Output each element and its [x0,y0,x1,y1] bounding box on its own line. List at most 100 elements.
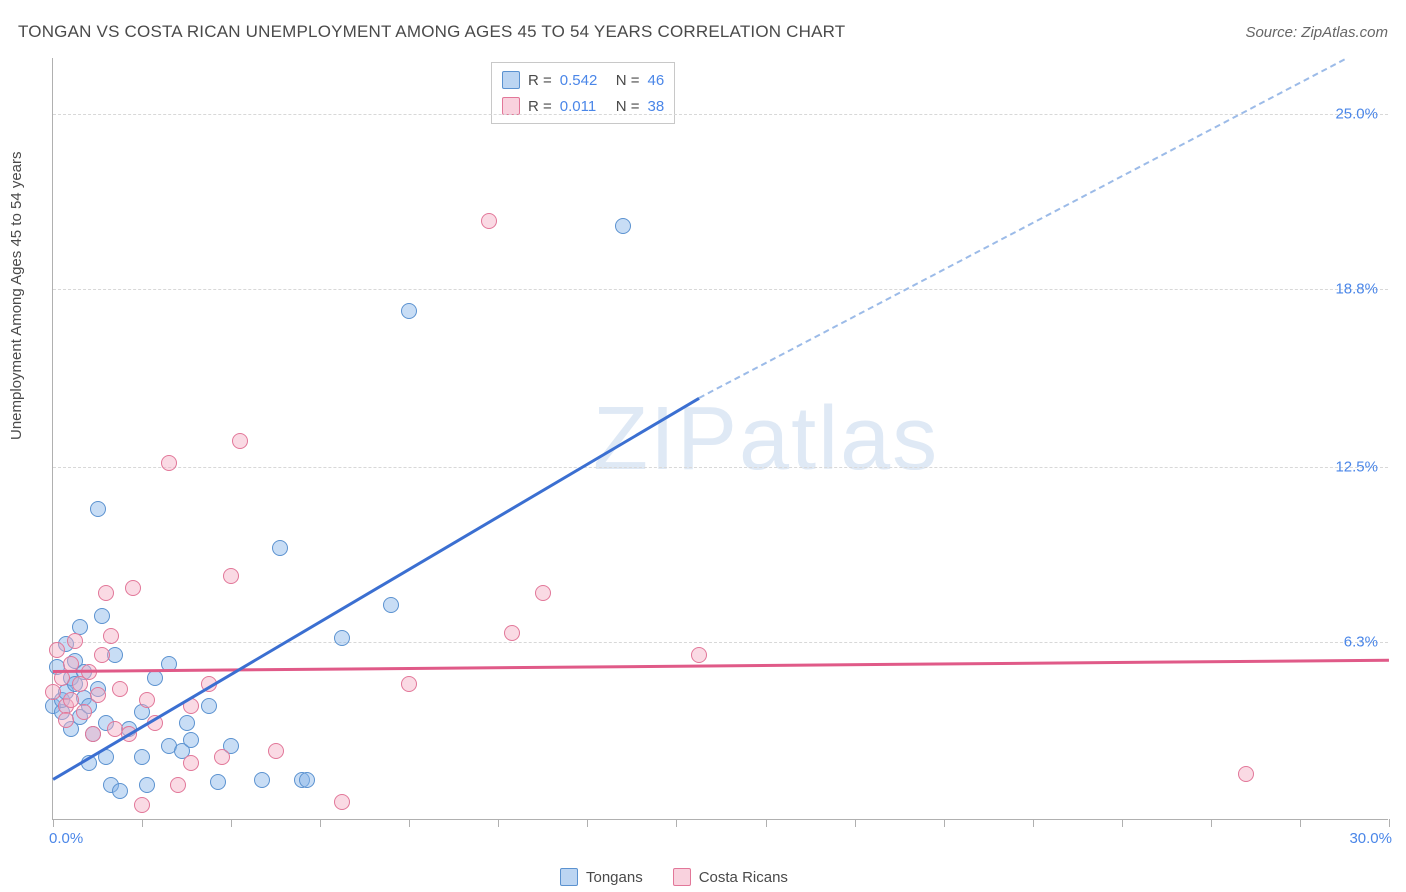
x-tick [944,819,945,827]
scatter-point-costa_ricans [481,213,497,229]
scatter-point-tongans [254,772,270,788]
x-tick [1211,819,1212,827]
scatter-point-tongans [90,501,106,517]
scatter-point-tongans [201,698,217,714]
scatter-point-costa_ricans [334,794,350,810]
r-value-tongans: 0.542 [560,72,608,89]
scatter-point-tongans [615,218,631,234]
scatter-point-tongans [112,783,128,799]
scatter-point-costa_ricans [401,676,417,692]
scatter-point-costa_ricans [125,580,141,596]
n-value-costa-ricans: 38 [648,98,665,115]
legend-item-costa-ricans: Costa Ricans [673,868,788,886]
x-tick [1300,819,1301,827]
gridline-h [53,467,1388,468]
x-tick [1389,819,1390,827]
series-legend: Tongans Costa Ricans [560,868,788,886]
scatter-point-costa_ricans [81,664,97,680]
n-label: N = [616,72,640,89]
n-value-tongans: 46 [648,72,665,89]
scatter-point-tongans [272,540,288,556]
swatch-pink [502,97,520,115]
swatch-pink [673,868,691,886]
x-tick [766,819,767,827]
scatter-point-costa_ricans [49,642,65,658]
scatter-point-costa_ricans [232,433,248,449]
scatter-point-costa_ricans [139,692,155,708]
scatter-point-costa_ricans [45,684,61,700]
r-value-costa-ricans: 0.011 [560,98,608,115]
scatter-point-tongans [210,774,226,790]
scatter-point-costa_ricans [90,687,106,703]
scatter-point-costa_ricans [85,726,101,742]
scatter-point-costa_ricans [504,625,520,641]
scatter-point-tongans [179,715,195,731]
scatter-point-costa_ricans [214,749,230,765]
x-axis-max-label: 30.0% [1349,830,1392,847]
trendline-tongans-extension [698,58,1345,398]
scatter-point-costa_ricans [94,647,110,663]
scatter-point-costa_ricans [134,797,150,813]
x-tick [676,819,677,827]
watermark: ZIPatlas [593,388,939,491]
y-axis-label: Unemployment Among Ages 45 to 54 years [8,151,25,440]
scatter-point-tongans [147,670,163,686]
scatter-point-costa_ricans [183,755,199,771]
legend-item-tongans: Tongans [560,868,643,886]
scatter-point-costa_ricans [170,777,186,793]
y-tick-label: 6.3% [1344,634,1378,651]
x-tick [320,819,321,827]
scatter-point-costa_ricans [103,628,119,644]
scatter-point-costa_ricans [1238,766,1254,782]
x-tick [498,819,499,827]
gridline-h [53,289,1388,290]
scatter-point-tongans [183,732,199,748]
trendline-tongans [52,397,699,780]
chart-title: TONGAN VS COSTA RICAN UNEMPLOYMENT AMONG… [18,22,845,42]
scatter-point-tongans [334,630,350,646]
scatter-point-costa_ricans [76,704,92,720]
y-tick-label: 12.5% [1335,459,1378,476]
watermark-part1: ZIP [593,389,739,489]
gridline-h [53,642,1388,643]
swatch-blue [502,71,520,89]
gridline-h [53,114,1388,115]
x-tick [231,819,232,827]
watermark-part2: atlas [739,389,939,489]
x-tick [1033,819,1034,827]
scatter-point-costa_ricans [63,692,79,708]
scatter-point-tongans [94,608,110,624]
x-tick [1122,819,1123,827]
scatter-point-costa_ricans [58,712,74,728]
scatter-plot-area: ZIPatlas R = 0.542 N = 46 R = 0.011 N = … [52,58,1388,820]
y-tick-label: 25.0% [1335,106,1378,123]
scatter-point-tongans [134,749,150,765]
scatter-point-costa_ricans [112,681,128,697]
r-label: R = [528,98,552,115]
scatter-point-tongans [401,303,417,319]
r-label: R = [528,72,552,89]
stats-row-tongans: R = 0.542 N = 46 [502,67,664,93]
x-tick [142,819,143,827]
swatch-blue [560,868,578,886]
source-attribution: Source: ZipAtlas.com [1245,24,1388,41]
scatter-point-costa_ricans [98,585,114,601]
x-tick [53,819,54,827]
scatter-point-tongans [299,772,315,788]
scatter-point-tongans [383,597,399,613]
x-tick [409,819,410,827]
x-tick [855,819,856,827]
scatter-point-tongans [139,777,155,793]
scatter-point-costa_ricans [691,647,707,663]
x-axis-min-label: 0.0% [49,830,83,847]
scatter-point-costa_ricans [535,585,551,601]
scatter-point-costa_ricans [223,568,239,584]
y-tick-label: 18.8% [1335,281,1378,298]
legend-label-tongans: Tongans [586,869,643,886]
scatter-point-costa_ricans [67,633,83,649]
legend-label-costa-ricans: Costa Ricans [699,869,788,886]
n-label: N = [616,98,640,115]
scatter-point-costa_ricans [161,455,177,471]
scatter-point-costa_ricans [268,743,284,759]
x-tick [587,819,588,827]
